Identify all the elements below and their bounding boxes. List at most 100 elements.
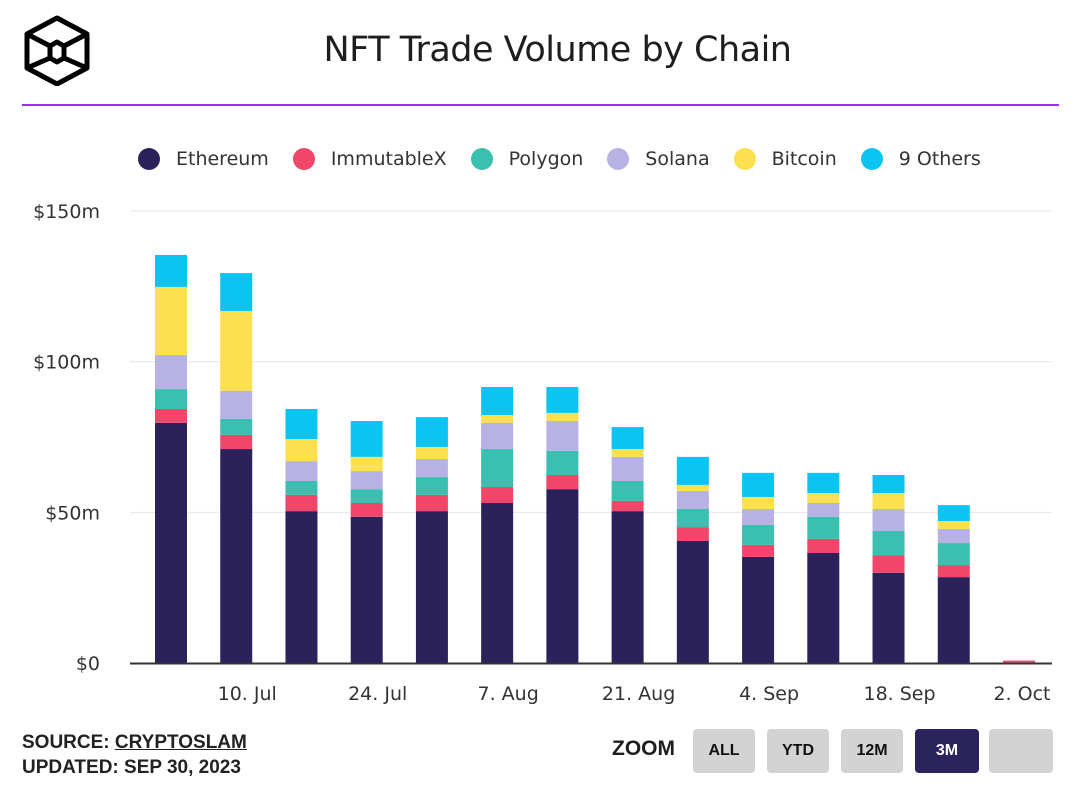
y-tick-label: $0 bbox=[76, 653, 100, 675]
bar-segment-9-others bbox=[742, 472, 775, 497]
x-tick-label: 7. Aug bbox=[478, 683, 539, 705]
bar-segment-ethereum bbox=[676, 540, 709, 663]
bar-segment-9-others bbox=[872, 474, 905, 494]
bar-segment-solana bbox=[742, 509, 775, 525]
bar-segment-ethereum bbox=[742, 556, 775, 663]
source-label: SOURCE: bbox=[22, 732, 115, 753]
bar-segment-polygon bbox=[285, 480, 318, 495]
bar-segment-immutablex bbox=[742, 544, 775, 557]
x-tick-label: 4. Sep bbox=[739, 683, 799, 705]
bar-segment-9-others bbox=[481, 386, 514, 416]
legend-label: ImmutableX bbox=[330, 148, 447, 170]
bar-segment-bitcoin bbox=[481, 415, 514, 423]
bar-segment-immutablex bbox=[285, 494, 318, 512]
bar-segment-immutablex bbox=[1002, 660, 1035, 663]
bar-segment-solana bbox=[611, 456, 644, 481]
y-tick-label: $150m bbox=[33, 201, 100, 223]
bar-segment-immutablex bbox=[807, 538, 840, 554]
zoom-blank-button[interactable] bbox=[989, 729, 1053, 773]
updated-date: UPDATED: SEP 30, 2023 bbox=[22, 757, 241, 778]
legend-dot-icon bbox=[607, 148, 630, 170]
legend-item-polygon[interactable]: Polygon bbox=[470, 148, 584, 170]
bar-segment-solana bbox=[937, 528, 970, 544]
legend-label: Ethereum bbox=[176, 148, 269, 170]
bar-segment-ethereum bbox=[415, 511, 448, 663]
zoom-ytd-button[interactable]: YTD bbox=[767, 729, 829, 773]
bar-segment-immutablex bbox=[220, 434, 253, 450]
bar-segment-immutablex bbox=[872, 555, 905, 573]
bar-segment-immutablex bbox=[611, 500, 644, 512]
x-tick-label: 24. Jul bbox=[348, 683, 407, 705]
bar-segment-bitcoin bbox=[285, 439, 318, 462]
bar-segment-9-others bbox=[937, 505, 970, 522]
bar-segment-bitcoin bbox=[742, 496, 775, 510]
bar-segment-ethereum bbox=[937, 577, 970, 663]
bar-segment-9-others bbox=[155, 254, 187, 287]
bar-segment-9-others bbox=[807, 472, 840, 494]
bar-segment-9-others bbox=[676, 456, 709, 485]
legend-item-bitcoin[interactable]: Bitcoin bbox=[733, 148, 837, 170]
bar-segment-ethereum bbox=[546, 489, 579, 663]
bar-segment-polygon bbox=[807, 516, 840, 539]
bar-segment-ethereum bbox=[350, 516, 383, 663]
bar-segment-bitcoin bbox=[350, 456, 383, 472]
bar-segment-immutablex bbox=[937, 565, 970, 578]
y-tick-label: $50m bbox=[45, 502, 100, 524]
legend-item-immutablex[interactable]: ImmutableX bbox=[292, 148, 447, 170]
x-tick-label: 21. Aug bbox=[602, 683, 675, 705]
bar-segment-polygon bbox=[872, 531, 905, 556]
source-link[interactable]: CRYPTOSLAM bbox=[114, 732, 247, 753]
legend-dot-icon bbox=[470, 148, 493, 170]
bar-segment-polygon bbox=[937, 543, 970, 566]
bar-segment-solana bbox=[155, 355, 187, 390]
x-tick-label: 18. Sep bbox=[863, 683, 935, 705]
bar-segment-polygon bbox=[611, 480, 644, 501]
logo-cube-icon bbox=[24, 15, 90, 86]
zoom-all-button[interactable]: ALL bbox=[693, 729, 755, 773]
bar-segment-ethereum bbox=[285, 511, 318, 663]
legend-dot-icon bbox=[733, 148, 756, 170]
bar-segment-immutablex bbox=[481, 487, 514, 503]
bar-segment-9-others bbox=[285, 408, 318, 440]
legend: Ethereum ImmutableX Polygon Solana Bitcoin 9 … bbox=[138, 148, 1005, 170]
x-tick-label: 10. Jul bbox=[218, 683, 277, 705]
bar-segment-solana bbox=[415, 458, 448, 478]
bar-segment-solana bbox=[350, 471, 383, 490]
stacked-bar-chart: $0 $50m $100m $150m 10. Jul 24. Jul 7. Aug 21. … bbox=[33, 201, 1052, 705]
legend-item-9-others[interactable]: 9 Others bbox=[860, 148, 981, 170]
bar-segment-ethereum bbox=[611, 511, 644, 663]
bar-segment-bitcoin bbox=[155, 286, 187, 356]
bar-segment-solana bbox=[285, 461, 318, 481]
legend-dot-icon bbox=[860, 148, 883, 170]
zoom-3m-button[interactable]: 3M bbox=[915, 729, 979, 773]
legend-label: Polygon bbox=[508, 148, 584, 170]
legend-label: Bitcoin bbox=[771, 148, 837, 170]
bar-segment-polygon bbox=[220, 418, 253, 435]
zoom-12m-button[interactable]: 12M bbox=[841, 729, 903, 773]
legend-dot-icon bbox=[138, 148, 160, 170]
legend-label: Solana bbox=[645, 148, 710, 170]
zoom-label: ZOOM bbox=[612, 737, 675, 760]
bar-segment-polygon bbox=[676, 509, 709, 528]
bar-segment-polygon bbox=[350, 489, 383, 503]
bar-segment-9-others bbox=[546, 386, 579, 413]
bar-segment-ethereum bbox=[872, 572, 905, 663]
bar-segment-immutablex bbox=[546, 474, 579, 490]
bar-segment-bitcoin bbox=[937, 521, 970, 529]
bar-segment-solana bbox=[220, 390, 253, 419]
bar-segment-polygon bbox=[415, 477, 448, 495]
legend-item-ethereum[interactable]: Ethereum bbox=[138, 148, 269, 170]
bar-segment-ethereum bbox=[481, 502, 514, 663]
bar-segment-bitcoin bbox=[220, 311, 253, 391]
bar-segment-9-others bbox=[611, 427, 644, 450]
bar-segment-solana bbox=[676, 490, 709, 510]
bar-segment-bitcoin bbox=[676, 484, 709, 491]
bar-segment-bitcoin bbox=[415, 446, 448, 459]
legend-dot-icon bbox=[292, 148, 315, 170]
x-tick-label: 2. Oct bbox=[993, 683, 1050, 705]
bar-segment-bitcoin bbox=[872, 493, 905, 510]
bar-segment-9-others bbox=[350, 421, 383, 457]
bar-segment-polygon bbox=[155, 389, 187, 409]
legend-item-solana[interactable]: Solana bbox=[607, 148, 710, 170]
bar-segment-solana bbox=[807, 502, 840, 517]
